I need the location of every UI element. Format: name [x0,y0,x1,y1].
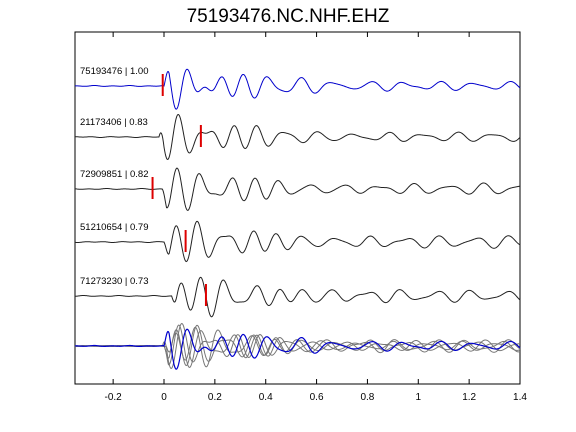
chart-title: 75193476.NC.NHF.EHZ [186,6,390,27]
x-tick-label: -0.2 [105,392,123,403]
x-axis-ticks: -0.2 0 0.2 0.4 0.6 0.8 1 1.2 1.4 [105,32,527,403]
trace-51210654-line [74,220,521,263]
x-tick-label: 1.4 [513,392,527,403]
x-tick-label: 0 [161,392,167,403]
traces-group [74,68,521,318]
trace-label-75193476: 75193476 | 1.00 [80,66,149,77]
trace-21173406-line [74,114,521,161]
plot-axes-frame [74,31,521,385]
x-tick-label: 0.6 [310,392,324,403]
x-tick-label: 1.2 [462,392,476,403]
trace-75193476-line [74,68,521,110]
trace-label-72909851: 72909851 | 0.82 [80,169,149,180]
trace-labels-group: 75193476 | 1.00 21173406 | 0.83 72909851 |… [80,66,149,287]
pick-markers-group [151,74,207,306]
trace-71273230-line [74,276,521,318]
trace-label-21173406: 21173406 | 0.83 [80,117,148,128]
trace-label-71273230: 71273230 | 0.73 [80,276,149,287]
x-tick-label: 1 [416,392,422,403]
trace-72909851-line [74,167,521,211]
overlay-traces-group [74,322,521,370]
trace-label-51210654: 51210654 | 0.79 [80,222,149,233]
x-tick-label: 0.2 [208,392,222,403]
x-tick-label: 0.4 [259,392,273,403]
x-tick-label: 0.8 [360,392,374,403]
overlay-trace-75193476-line [74,328,521,370]
